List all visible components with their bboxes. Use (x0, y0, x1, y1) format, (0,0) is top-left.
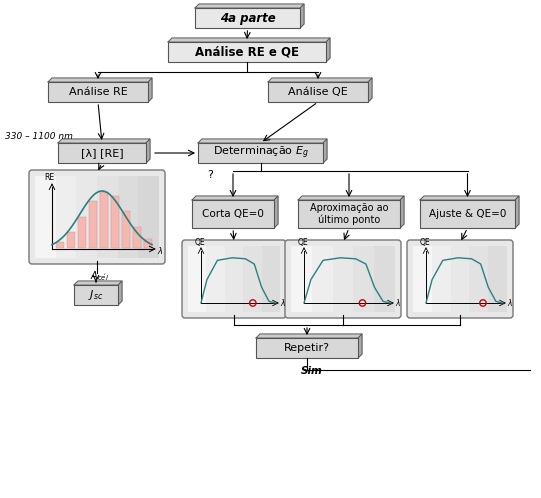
Polygon shape (198, 139, 327, 143)
Polygon shape (118, 281, 122, 305)
Text: $J_{sc}$: $J_{sc}$ (88, 288, 104, 302)
Text: QE: QE (420, 238, 430, 247)
Polygon shape (146, 139, 150, 163)
Polygon shape (195, 4, 304, 8)
Bar (67, 232, 75, 248)
Text: Análise QE: Análise QE (288, 87, 348, 97)
Polygon shape (300, 4, 304, 28)
Text: QE: QE (298, 238, 308, 247)
Polygon shape (192, 196, 278, 200)
Bar (256, 338, 358, 358)
Bar (353, 246, 374, 312)
Bar (74, 285, 118, 305)
Text: RE: RE (44, 173, 54, 182)
Text: Repetir?: Repetir? (284, 343, 330, 353)
Bar (470, 246, 488, 312)
Bar (488, 246, 507, 312)
Bar (225, 246, 243, 312)
Bar (56, 242, 64, 248)
Text: Análise RE: Análise RE (69, 87, 127, 97)
Polygon shape (358, 334, 362, 358)
Text: Aproximação ao
último ponto: Aproximação ao último ponto (310, 203, 388, 225)
Bar (192, 200, 274, 228)
Polygon shape (274, 196, 278, 228)
Bar (262, 246, 280, 312)
Bar (122, 211, 130, 248)
Polygon shape (58, 139, 150, 143)
Bar (451, 246, 470, 312)
Bar (58, 143, 146, 163)
Bar (144, 239, 153, 248)
Bar (117, 176, 138, 258)
Bar (35, 176, 56, 258)
Polygon shape (48, 78, 152, 82)
Text: λ: λ (157, 247, 162, 255)
Bar (312, 246, 333, 312)
Text: QE: QE (195, 238, 206, 247)
Polygon shape (326, 38, 330, 62)
Polygon shape (74, 281, 122, 285)
Bar (100, 192, 108, 248)
Bar (374, 246, 395, 312)
FancyBboxPatch shape (29, 170, 165, 264)
Bar (195, 8, 300, 28)
Polygon shape (256, 334, 362, 338)
Bar (298, 200, 400, 228)
Bar (168, 42, 326, 62)
Bar (198, 143, 323, 163)
Bar (420, 200, 515, 228)
Polygon shape (148, 78, 152, 102)
Bar (188, 246, 207, 312)
Bar (78, 217, 87, 248)
Bar (413, 246, 432, 312)
Bar (56, 176, 76, 258)
Text: Ajuste & QE=0: Ajuste & QE=0 (429, 209, 506, 219)
Bar (432, 246, 451, 312)
Text: λ: λ (395, 299, 399, 308)
Text: λ: λ (507, 299, 511, 308)
Text: Determinação $E_g$: Determinação $E_g$ (213, 145, 308, 161)
FancyBboxPatch shape (182, 240, 286, 318)
Text: Análise RE e QE: Análise RE e QE (195, 45, 299, 58)
Text: 330 – 1100 nm: 330 – 1100 nm (5, 131, 73, 140)
Bar (333, 246, 353, 312)
Polygon shape (168, 38, 330, 42)
Polygon shape (515, 196, 519, 228)
Text: λ: λ (280, 299, 285, 308)
FancyBboxPatch shape (407, 240, 513, 318)
Bar (291, 246, 312, 312)
Polygon shape (420, 196, 519, 200)
Bar (138, 176, 159, 258)
Bar (133, 227, 141, 248)
Text: ?: ? (207, 170, 213, 180)
Polygon shape (298, 196, 404, 200)
Bar (76, 176, 97, 258)
Polygon shape (368, 78, 372, 102)
Bar (97, 176, 117, 258)
Bar (48, 82, 148, 102)
FancyBboxPatch shape (285, 240, 401, 318)
Bar (111, 197, 120, 248)
Polygon shape (323, 139, 327, 163)
Text: $A_{c\acute{e}l}$: $A_{c\acute{e}l}$ (89, 269, 109, 283)
Bar (268, 82, 368, 102)
Polygon shape (400, 196, 404, 228)
Text: [λ] [RE]: [λ] [RE] (81, 148, 123, 158)
Bar (207, 246, 225, 312)
Bar (89, 201, 97, 248)
Polygon shape (268, 78, 372, 82)
Bar (243, 246, 262, 312)
Text: 4a parte: 4a parte (220, 11, 275, 24)
Text: Sim: Sim (301, 366, 323, 376)
Text: Corta QE=0: Corta QE=0 (202, 209, 264, 219)
